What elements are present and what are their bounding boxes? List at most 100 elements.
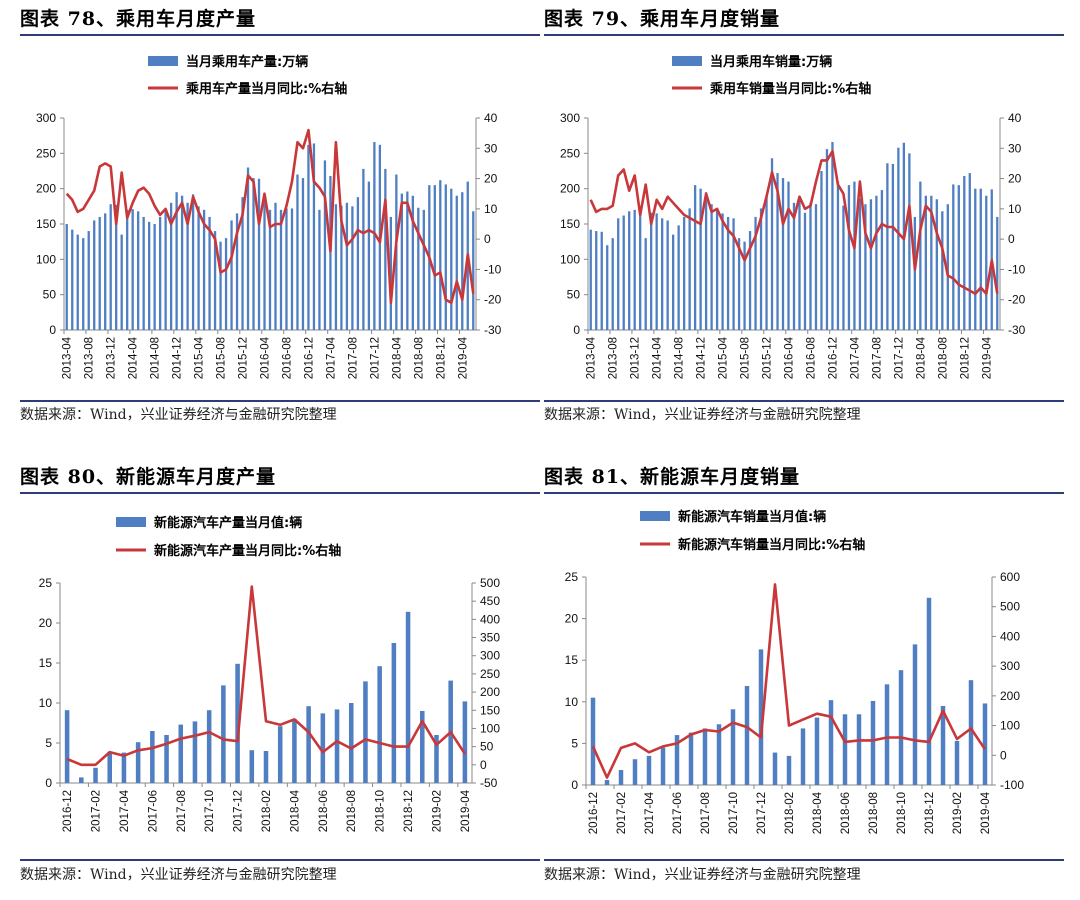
y-left-tick-label: 300 [560,111,580,125]
y-right-tick-label: 40 [484,111,498,125]
y-left-tick-label: 15 [39,656,53,670]
chart-title: 图表 80、新能源车月度产量 [20,466,277,488]
x-tick-label: 2018-04 [915,336,927,379]
bar [142,216,145,330]
y-right-tick-label: -10 [1008,262,1026,276]
bar [814,204,818,330]
bar [737,238,741,330]
y-left-tick-label: 25 [565,570,579,584]
bar [926,597,932,785]
x-tick-label: 2018-08 [937,337,949,379]
bar-series [590,597,988,785]
x-tick-label: 2015-04 [718,336,730,379]
bar [82,238,85,330]
bar [340,205,343,330]
y-right-tick-label: -50 [480,776,498,790]
y-right-tick-label: 10 [484,202,498,216]
bar [115,204,118,330]
bar [150,731,155,783]
x-tick-label: 2013-04 [586,336,598,379]
bar [348,703,354,783]
bar [646,755,652,785]
bar [968,173,971,330]
bar [831,142,834,330]
bar [954,740,960,785]
x-tick-label: 2016-08 [806,337,818,379]
bar [996,216,999,330]
bar [765,195,768,330]
x-tick-label: 2015-08 [216,337,228,379]
bar [363,681,368,783]
bar [611,238,614,330]
y-right-tick-label: 0 [1008,232,1015,246]
bar [213,231,217,330]
bar [164,735,169,783]
bar [732,218,735,330]
x-tick-label: 2017-12 [893,337,905,379]
title-divider [20,492,540,494]
bar [792,202,796,330]
x-tick-label: 2019-02 [432,790,444,832]
legend-label-bar: 当月乘用车产量:万辆 [186,54,308,70]
bar [208,216,211,330]
bar [462,701,468,783]
x-tick-label: 2017-04 [325,336,337,379]
bar [622,215,625,330]
bar [221,685,226,783]
bar [249,750,255,783]
bar [798,199,801,330]
y-left-tick-label: 20 [565,612,579,626]
bar [870,700,876,785]
bar [126,209,129,330]
y-right-tick-label: 50 [480,740,494,754]
legend-swatch-bar [116,517,146,527]
bar [109,204,112,330]
legend-label-line: 新能源汽车产量当月同比:%右轴 [154,543,341,559]
x-tick-label: 2016-04 [260,336,272,379]
y-right-tick-label: 200 [480,685,500,699]
bar [121,752,127,783]
bar [589,229,592,330]
chart-panel-nev-production: 图表 80、新能源车月度产量 新能源汽车产量当月值:辆 新能源汽车产量当月同比:%… [20,458,540,898]
bar [450,188,453,330]
x-tick-label: 2018-02 [261,790,273,832]
bar [655,213,658,330]
y-right-tick-label: -100 [1000,778,1024,792]
bar-series [65,142,475,330]
bar [135,742,141,783]
bar [434,735,439,783]
bar [164,209,167,330]
bar [290,208,294,330]
bar [263,751,269,783]
chart-passenger-production: 当月乘用车产量:万辆乘用车产量当月同比:%右轴05010015020025030… [36,54,502,379]
bar [803,212,807,330]
bar-series [64,611,468,783]
bar [169,202,173,330]
bar [853,181,856,330]
source-note: 数据来源：Wind，兴业证券经济与金融研究院整理 [20,407,337,423]
x-tick-label: 2013-04 [62,336,74,379]
bar [606,245,609,330]
bar [373,142,376,330]
bar [180,195,184,330]
x-tick-label: 2017-10 [728,792,740,834]
bar [76,234,79,330]
bar [628,211,631,330]
source-note: 数据来源：Wind，兴业证券经济与金融研究院整理 [20,867,337,883]
bar [595,231,598,330]
x-tick-label: 2018-10 [375,790,387,832]
x-tick-label: 2017-08 [871,337,883,379]
y-right-tick-label: 20 [1008,172,1022,186]
bar [858,198,862,330]
bar [433,185,436,330]
y-right-tick-label: -30 [484,323,502,337]
bar [702,728,708,785]
y-right-tick-label: 450 [480,594,500,608]
bar [957,185,960,330]
bar [787,181,790,330]
bar [726,216,730,330]
y-left-tick-label: 150 [560,217,580,231]
chart-title: 图表 81、新能源车月度销量 [544,466,801,488]
